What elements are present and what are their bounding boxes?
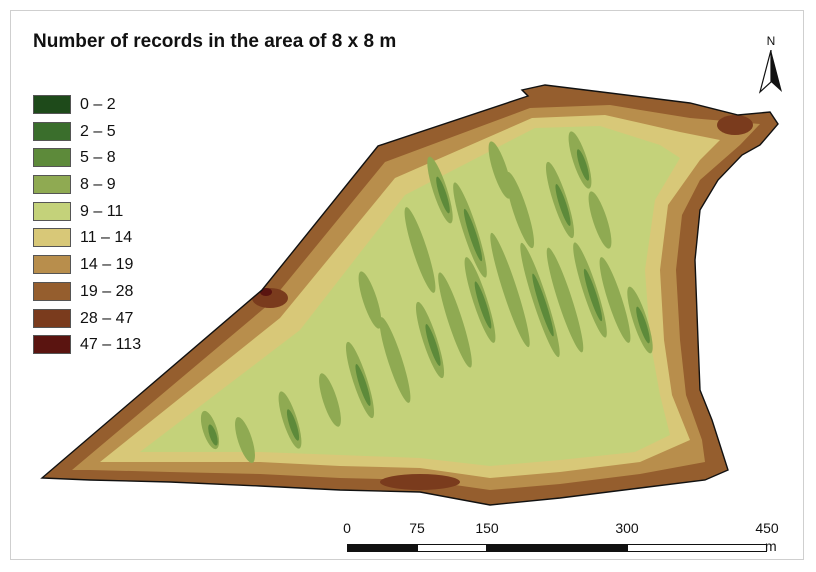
legend-swatch xyxy=(33,201,71,221)
legend-label: 8 – 9 xyxy=(80,176,116,194)
scale-segment xyxy=(417,544,487,552)
scale-segment xyxy=(347,544,417,552)
legend-label: 2 – 5 xyxy=(80,122,116,140)
north-arrow: N xyxy=(758,34,784,94)
stripe-5-8 xyxy=(286,409,300,441)
legend-swatch xyxy=(33,148,71,168)
stripe-5-8 xyxy=(425,324,441,366)
stripe-5-8 xyxy=(474,281,492,329)
stripe-8-9 xyxy=(546,247,584,353)
scale-tick-label: 150 xyxy=(475,520,499,536)
stripe-8-9 xyxy=(379,317,411,403)
legend-label: 28 – 47 xyxy=(80,309,134,327)
legend-label: 5 – 8 xyxy=(80,149,116,167)
zone-5-8-stripes xyxy=(208,149,650,446)
stripe-8-9 xyxy=(588,191,612,249)
north-label: N xyxy=(766,34,776,48)
scale-bar: 0 75 150 300 450 m xyxy=(335,520,795,560)
legend-swatch xyxy=(33,335,71,355)
stripe-8-9 xyxy=(235,417,255,463)
hotspot-28-47-right xyxy=(717,115,753,135)
legend-swatch xyxy=(33,95,71,114)
stripe-8-9 xyxy=(438,272,472,368)
legend-label: 9 – 11 xyxy=(80,202,124,220)
legend-label: 47 – 113 xyxy=(80,336,142,354)
map-title: Number of records in the area of 8 x 8 m xyxy=(33,31,397,52)
legend-label: 19 – 28 xyxy=(80,282,134,300)
legend-swatch xyxy=(33,255,71,275)
stripe-8-9 xyxy=(599,257,631,343)
stripe-5-8 xyxy=(636,306,650,344)
stripe-8-9 xyxy=(505,171,535,249)
zone-9-11 xyxy=(140,126,680,466)
stripe-8-9 xyxy=(404,207,436,293)
scale-tick-label: 450 xyxy=(755,520,779,536)
legend-swatch xyxy=(33,308,71,328)
stripe-8-9 xyxy=(358,271,382,329)
legend-swatch xyxy=(33,228,71,248)
stripe-8-9 xyxy=(319,373,341,427)
scale-tick-label: 300 xyxy=(615,520,639,536)
stripe-5-8 xyxy=(208,424,218,446)
scale-segment xyxy=(627,544,767,552)
stripe-5-8 xyxy=(583,268,603,322)
stripe-5-8 xyxy=(532,273,554,337)
stripe-5-8 xyxy=(555,184,571,226)
legend-swatch xyxy=(33,281,71,301)
legend-label: 0 – 2 xyxy=(80,96,116,113)
scale-segment xyxy=(487,544,627,552)
legend-label: 14 – 19 xyxy=(80,256,134,274)
field-outline xyxy=(40,84,779,506)
stripe-5-8 xyxy=(576,149,590,181)
legend-label: 11 – 14 xyxy=(80,229,133,247)
legend-swatch xyxy=(33,175,71,195)
stripe-8-9 xyxy=(488,141,512,199)
stripe-5-8 xyxy=(355,364,371,406)
hotspot-47-113 xyxy=(260,288,272,296)
scale-unit: m xyxy=(765,538,777,554)
legend-swatch xyxy=(33,121,71,141)
north-arrow-icon xyxy=(758,50,782,94)
scale-tick-label: 75 xyxy=(409,520,425,536)
stripe-5-8 xyxy=(436,176,450,214)
hotspot-28-47-bottom xyxy=(380,474,460,490)
stripe-5-8 xyxy=(463,208,483,262)
scale-tick-label: 0 xyxy=(343,520,351,536)
stripe-8-9 xyxy=(490,232,530,348)
